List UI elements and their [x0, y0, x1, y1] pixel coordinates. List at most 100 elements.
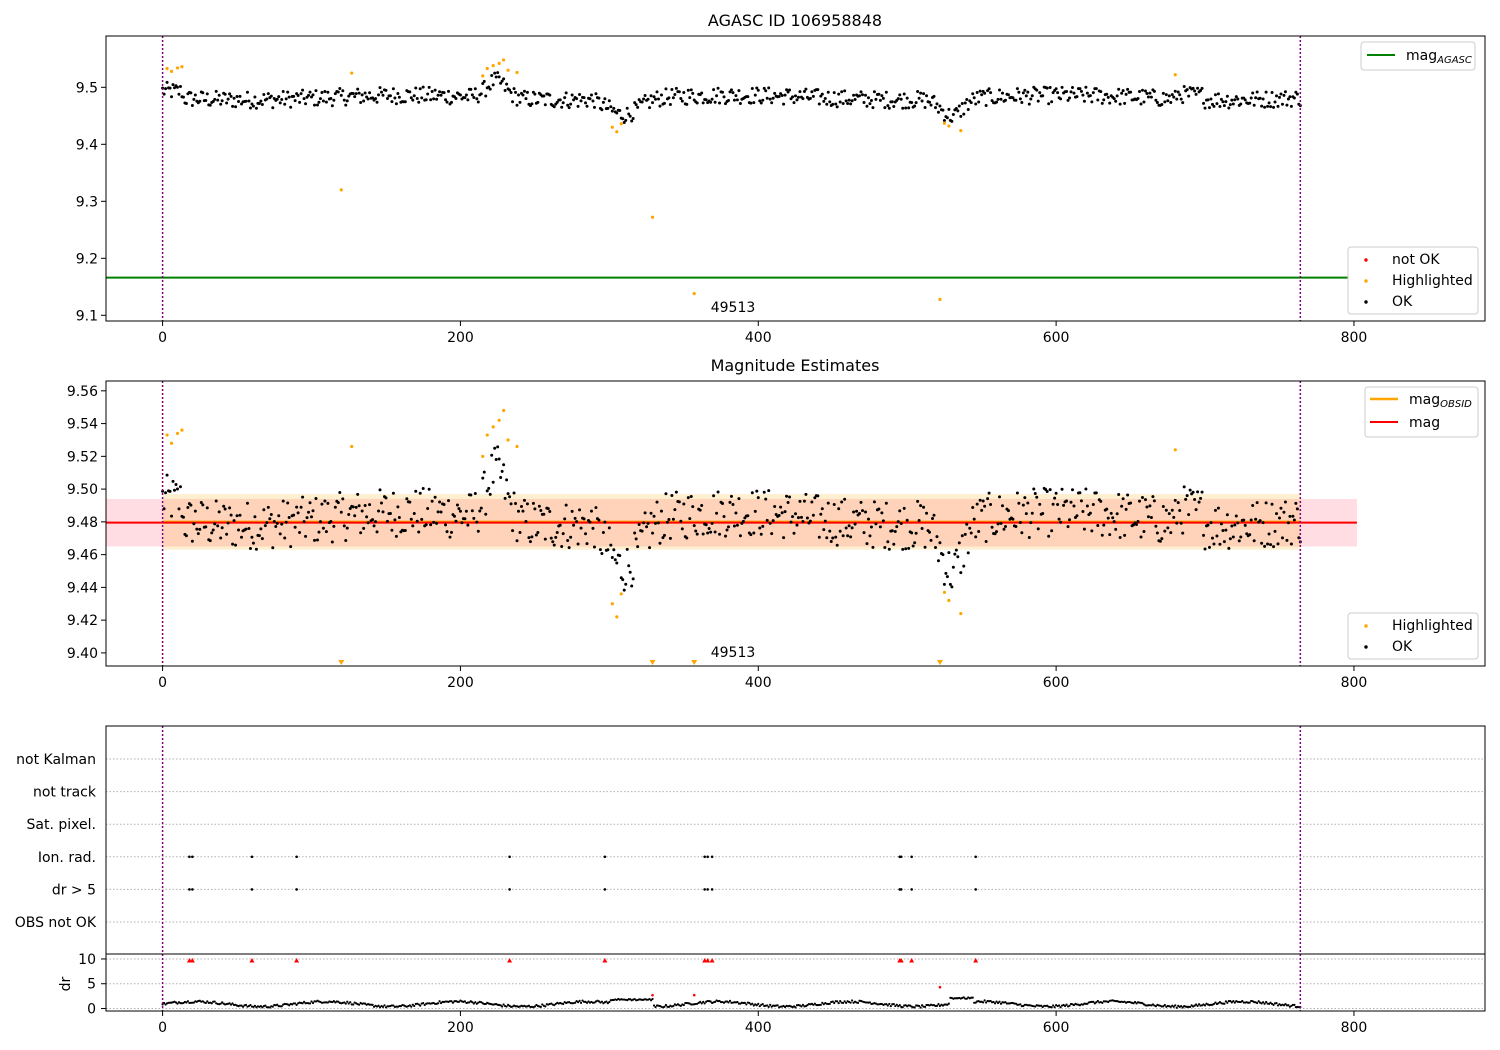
- ok-point: [521, 509, 525, 513]
- ok-point: [732, 524, 736, 528]
- ok-point: [573, 516, 577, 520]
- ok-point: [315, 538, 319, 542]
- ok-point: [439, 93, 443, 97]
- ok-point: [609, 543, 613, 547]
- ok-point: [648, 546, 652, 550]
- ok-point: [910, 101, 914, 105]
- ok-point: [1279, 92, 1283, 96]
- highlighted-point: [506, 438, 510, 442]
- dr-point: [1196, 1004, 1199, 1008]
- dr-point: [766, 1004, 769, 1007]
- ok-point: [1161, 505, 1165, 509]
- ok-point: [975, 91, 979, 95]
- ok-point: [600, 552, 604, 556]
- ok-point: [750, 87, 754, 91]
- ok-point: [869, 525, 873, 529]
- ok-point: [914, 101, 918, 105]
- ok-point: [1035, 88, 1039, 92]
- ok-point: [178, 485, 182, 489]
- ok-point: [899, 521, 903, 525]
- dr-not-ok-point: [651, 993, 654, 997]
- ok-point: [469, 493, 473, 497]
- panel-magnitude-estimates: Magnitude Estimates 0 200 400 600 8009.409.4…: [67, 356, 1486, 691]
- ok-point: [278, 532, 282, 536]
- ok-point: [509, 90, 513, 94]
- dr-point: [1053, 1006, 1056, 1009]
- ok-point: [511, 100, 515, 104]
- ok-point: [1227, 546, 1231, 550]
- ok-point: [499, 81, 503, 85]
- flag-point: [508, 888, 511, 891]
- ok-point: [283, 102, 287, 106]
- dr-point: [579, 1001, 583, 1004]
- ok-point: [190, 539, 194, 543]
- ok-point: [802, 499, 806, 503]
- ok-point: [430, 90, 434, 94]
- ok-point: [670, 493, 674, 497]
- ok-point: [715, 511, 719, 515]
- ok-point: [377, 509, 381, 513]
- ok-point: [515, 539, 519, 543]
- ok-point: [598, 548, 602, 552]
- ok-point: [713, 530, 717, 534]
- ok-point: [320, 91, 324, 95]
- ok-point: [919, 504, 923, 508]
- ok-point: [552, 105, 556, 109]
- ok-point: [1038, 502, 1042, 506]
- ok-point: [951, 113, 955, 117]
- ok-point: [333, 505, 337, 509]
- dr-point: [264, 1004, 267, 1007]
- ok-point: [308, 501, 312, 505]
- ok-point: [310, 95, 314, 99]
- ok-point: [762, 86, 766, 90]
- ok-point: [388, 94, 392, 98]
- ok-point: [266, 92, 270, 96]
- ok-point: [1163, 100, 1167, 104]
- ok-point: [1082, 99, 1086, 103]
- ok-point: [609, 105, 613, 109]
- ok-point: [1149, 515, 1153, 519]
- ok-point: [189, 503, 193, 507]
- ok-point: [850, 99, 854, 103]
- ok-point: [1282, 93, 1286, 97]
- ok-point: [216, 98, 220, 102]
- y-tick-label: 9.56: [67, 384, 98, 400]
- ok-point: [1285, 103, 1289, 107]
- ok-point: [1138, 90, 1142, 94]
- ok-point: [920, 527, 924, 531]
- dr-point: [783, 1005, 787, 1009]
- ok-point: [588, 97, 592, 101]
- ok-point: [606, 548, 610, 552]
- ok-point: [247, 527, 251, 531]
- dr-point: [463, 1000, 466, 1003]
- ok-point: [792, 531, 796, 535]
- ok-point: [499, 476, 503, 480]
- ok-point: [661, 536, 665, 540]
- ok-point: [765, 518, 769, 522]
- dr-point: [843, 1000, 846, 1003]
- ok-point: [359, 100, 363, 104]
- dr-point: [253, 1004, 257, 1007]
- ok-point: [1006, 509, 1010, 513]
- ok-point: [829, 540, 833, 544]
- dr-point: [450, 1000, 453, 1003]
- dr-point: [241, 1005, 245, 1008]
- ok-point: [220, 99, 224, 103]
- ok-point: [735, 523, 739, 527]
- highlighted-point: [180, 428, 184, 432]
- ok-point: [789, 520, 793, 524]
- dr-point: [276, 1003, 279, 1006]
- ok-point: [610, 109, 614, 113]
- ok-point: [759, 532, 763, 536]
- ok-point: [689, 495, 693, 499]
- ok-point: [624, 118, 628, 122]
- highlighted-point: [491, 64, 495, 68]
- ok-point: [231, 542, 235, 546]
- ok-point: [871, 106, 875, 110]
- ok-point: [509, 502, 513, 506]
- ok-point: [393, 518, 397, 522]
- dr-point: [837, 1001, 840, 1005]
- dr-point: [850, 999, 854, 1002]
- ok-point: [192, 522, 196, 526]
- ok-point: [1088, 511, 1092, 515]
